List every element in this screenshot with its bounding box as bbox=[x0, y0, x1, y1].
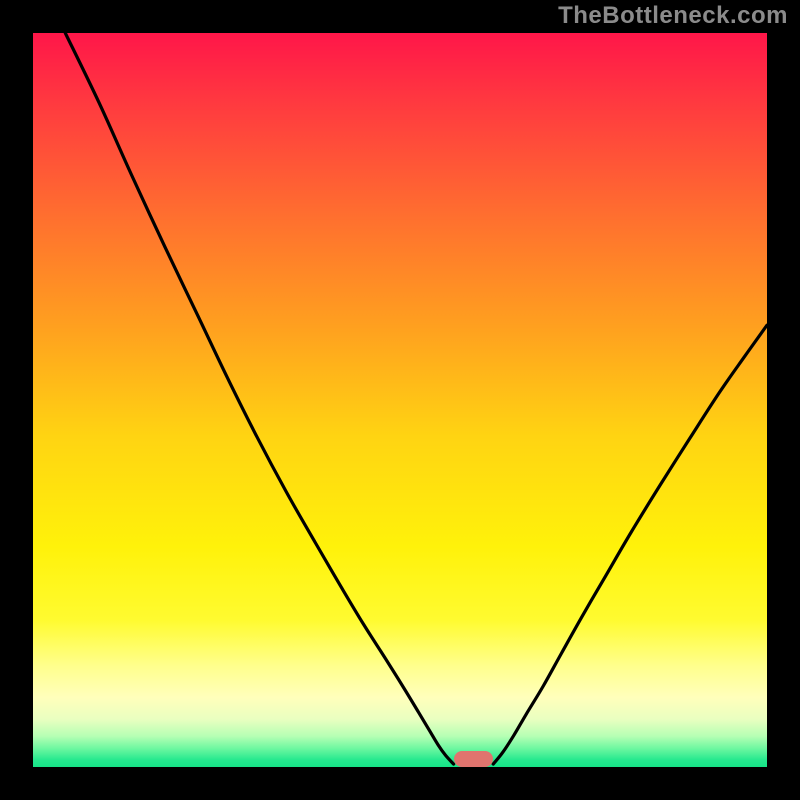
attribution-text: TheBottleneck.com bbox=[558, 2, 788, 30]
chart-frame: TheBottleneck.com bbox=[0, 0, 800, 800]
optimum-marker bbox=[454, 751, 494, 767]
bottleneck-curve bbox=[33, 33, 767, 767]
plot-area bbox=[33, 33, 767, 767]
